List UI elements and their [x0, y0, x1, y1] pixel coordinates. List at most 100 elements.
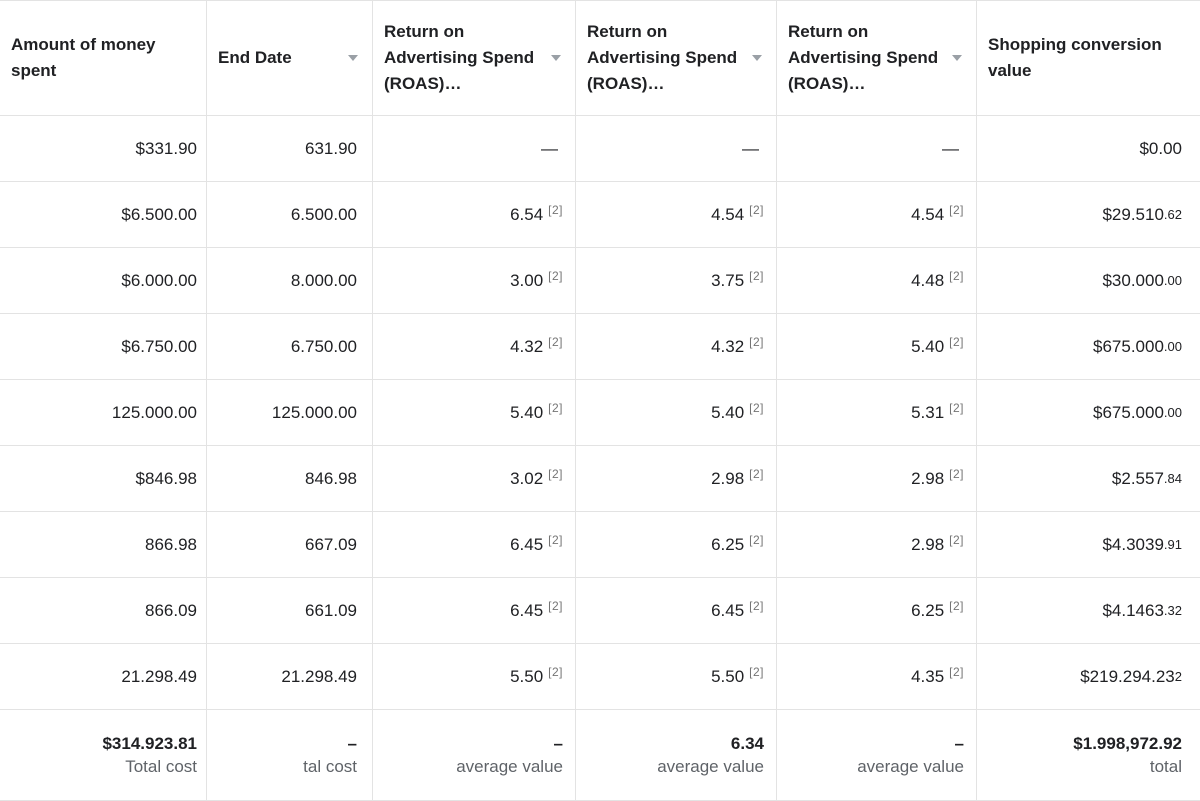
average-roas-cell: – average value: [373, 710, 576, 800]
end-date-cell: 6.750.00: [207, 314, 373, 379]
cell-value: 6.25: [911, 600, 945, 620]
spent-cell: $331.90: [0, 116, 207, 181]
cell-value-cents: 2: [1174, 669, 1182, 684]
sort-chevron-down-icon[interactable]: [551, 55, 561, 61]
end-date-cell: 8.000.00: [207, 248, 373, 313]
spent-cell: 125.000.00: [0, 380, 207, 445]
roas-cell: 5.50 [2]: [576, 644, 777, 709]
total-label: Total cost: [125, 756, 197, 776]
cell-value-cents: .00: [1163, 273, 1182, 288]
sort-chevron-down-icon[interactable]: [348, 55, 358, 61]
cell-value: 661.09: [305, 600, 357, 620]
footnote-marker: [2]: [949, 664, 964, 679]
cell-value: 4.54: [911, 204, 945, 224]
table-row: $6.750.00 6.750.00 4.32 [2] 4.32 [2] 5.40 […: [0, 314, 1200, 380]
cell-value: $331.90: [135, 138, 197, 158]
roas-cell: 4.54 [2]: [576, 182, 777, 247]
conversion-value-cell: $2.557.84: [977, 446, 1200, 511]
footnote-marker: [2]: [949, 466, 964, 481]
cell-value: 866.09: [145, 600, 197, 620]
column-header-label: Amount of money spent: [11, 35, 156, 80]
footnote-marker: [2]: [749, 400, 764, 415]
roas-cell: 2.98 [2]: [777, 446, 977, 511]
conversion-value-cell: $675.000.00: [977, 380, 1200, 445]
footnote-marker: [2]: [548, 466, 563, 481]
cell-value: —: [541, 138, 558, 158]
end-date-cell: 631.90: [207, 116, 373, 181]
roas-cell: 3.02 [2]: [373, 446, 576, 511]
column-header-label: Return on Advertising Spend (ROAS)…: [788, 22, 939, 93]
footnote-marker: [2]: [949, 598, 964, 613]
column-header-roas-1[interactable]: Return on Advertising Spend (ROAS)…: [373, 1, 576, 115]
cell-value: 4.54: [711, 204, 745, 224]
conversion-value-cell: $0.00: [977, 116, 1200, 181]
cell-value-cents: .00: [1163, 339, 1182, 354]
end-date-cell: 667.09: [207, 512, 373, 577]
total-end-date-cell: – tal cost: [207, 710, 373, 800]
conversion-value-cell: $219.294.23 2: [977, 644, 1200, 709]
cell-value: 6.750.00: [290, 336, 357, 356]
column-header-roas-2[interactable]: Return on Advertising Spend (ROAS)…: [576, 1, 777, 115]
spent-cell: 866.98: [0, 512, 207, 577]
cell-value: 3.00: [510, 270, 544, 290]
cell-value: 5.40: [711, 402, 745, 422]
end-date-cell: 125.000.00: [207, 380, 373, 445]
cell-value: 125.000.00: [271, 402, 357, 422]
column-header-amount-spent[interactable]: Amount of money spent: [0, 1, 207, 115]
footnote-marker: [2]: [749, 202, 764, 217]
footnote-marker: [2]: [548, 334, 563, 349]
cell-value: 21.298.49: [121, 666, 197, 686]
roas-cell: 6.45 [2]: [373, 578, 576, 643]
cell-value: $6.750.00: [121, 336, 197, 356]
end-date-cell: 661.09: [207, 578, 373, 643]
roas-cell: 6.54 [2]: [373, 182, 576, 247]
conversion-value-cell: $4.1463.32: [977, 578, 1200, 643]
total-value: $314.923.81: [102, 733, 197, 753]
column-header-roas-3[interactable]: Return on Advertising Spend (ROAS)…: [777, 1, 977, 115]
cell-value: 3.75: [711, 270, 745, 290]
cell-value: 5.40: [911, 336, 945, 356]
column-header-end-date[interactable]: End Date: [207, 1, 373, 115]
cell-value: 6.45: [510, 600, 544, 620]
roas-cell: 4.32 [2]: [576, 314, 777, 379]
total-value: –: [954, 733, 964, 753]
roas-cell: 5.40 [2]: [373, 380, 576, 445]
cell-value: 5.40: [510, 402, 544, 422]
footnote-marker: [2]: [548, 400, 563, 415]
roas-cell: —: [373, 116, 576, 181]
conversion-value-cell: $4.3039.91: [977, 512, 1200, 577]
column-header-label: Shopping conversion value: [988, 35, 1162, 80]
total-value: 6.34: [730, 733, 764, 753]
roas-cell: 6.25 [2]: [777, 578, 977, 643]
cell-value: 6.45: [711, 600, 745, 620]
footnote-marker: [2]: [949, 202, 964, 217]
roas-cell: 5.40 [2]: [576, 380, 777, 445]
footnote-marker: [2]: [548, 598, 563, 613]
cell-value: $29.510: [1102, 204, 1164, 224]
cell-value: $6.500.00: [121, 204, 197, 224]
footnote-marker: [2]: [949, 400, 964, 415]
footnote-marker: [2]: [749, 268, 764, 283]
sort-chevron-down-icon[interactable]: [752, 55, 762, 61]
cell-value: 8.000.00: [290, 270, 357, 290]
cell-value: 667.09: [305, 534, 357, 554]
roas-cell: —: [576, 116, 777, 181]
column-header-shopping-conversion-value[interactable]: Shopping conversion value: [977, 1, 1200, 115]
spent-cell: $846.98: [0, 446, 207, 511]
column-header-label: End Date: [218, 48, 292, 67]
roas-cell: —: [777, 116, 977, 181]
table-row: $6.500.00 6.500.00 6.54 [2] 4.54 [2] 4.54 […: [0, 182, 1200, 248]
cell-value: 2.98: [711, 468, 745, 488]
total-conversion-value-cell: $1.998,972.92 total: [977, 710, 1200, 800]
roas-cell: 4.54 [2]: [777, 182, 977, 247]
cell-value: 2.98: [911, 534, 945, 554]
cell-value-cents: .91: [1163, 537, 1182, 552]
sort-chevron-down-icon[interactable]: [952, 55, 962, 61]
spent-cell: 21.298.49: [0, 644, 207, 709]
footnote-marker: [2]: [749, 598, 764, 613]
roas-cell: 4.48 [2]: [777, 248, 977, 313]
end-date-cell: 846.98: [207, 446, 373, 511]
cell-value: 866.98: [145, 534, 197, 554]
cell-value: $675.000: [1093, 336, 1164, 356]
cell-value: 4.48: [911, 270, 945, 290]
